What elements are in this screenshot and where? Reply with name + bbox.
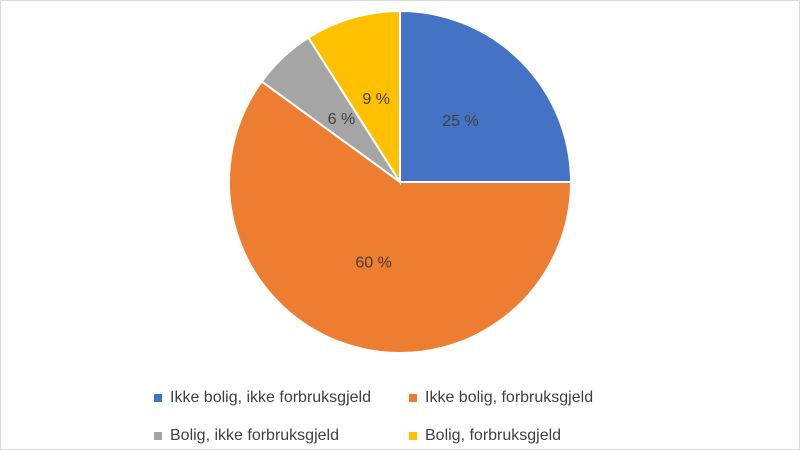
pie-slice bbox=[306, 9, 401, 186]
legend-marker bbox=[154, 432, 162, 440]
pie-slice bbox=[399, 9, 573, 183]
data-label: 9 % bbox=[362, 91, 390, 108]
data-label: 25 % bbox=[442, 113, 478, 130]
data-label: 60 % bbox=[355, 255, 391, 272]
legend-label: Bolig, ikke forbruksgjeld bbox=[170, 427, 339, 444]
legend-marker bbox=[409, 432, 417, 440]
data-label: 6 % bbox=[328, 111, 356, 128]
legend-label: Bolig, forbruksgjeld bbox=[425, 427, 561, 444]
legend-marker bbox=[409, 394, 417, 402]
pie-slice bbox=[228, 80, 573, 354]
legend-marker bbox=[154, 394, 162, 402]
legend-label: Ikke bolig, ikke forbruksgjeld bbox=[170, 389, 371, 406]
legend-label: Ikke bolig, forbruksgjeld bbox=[425, 389, 593, 406]
